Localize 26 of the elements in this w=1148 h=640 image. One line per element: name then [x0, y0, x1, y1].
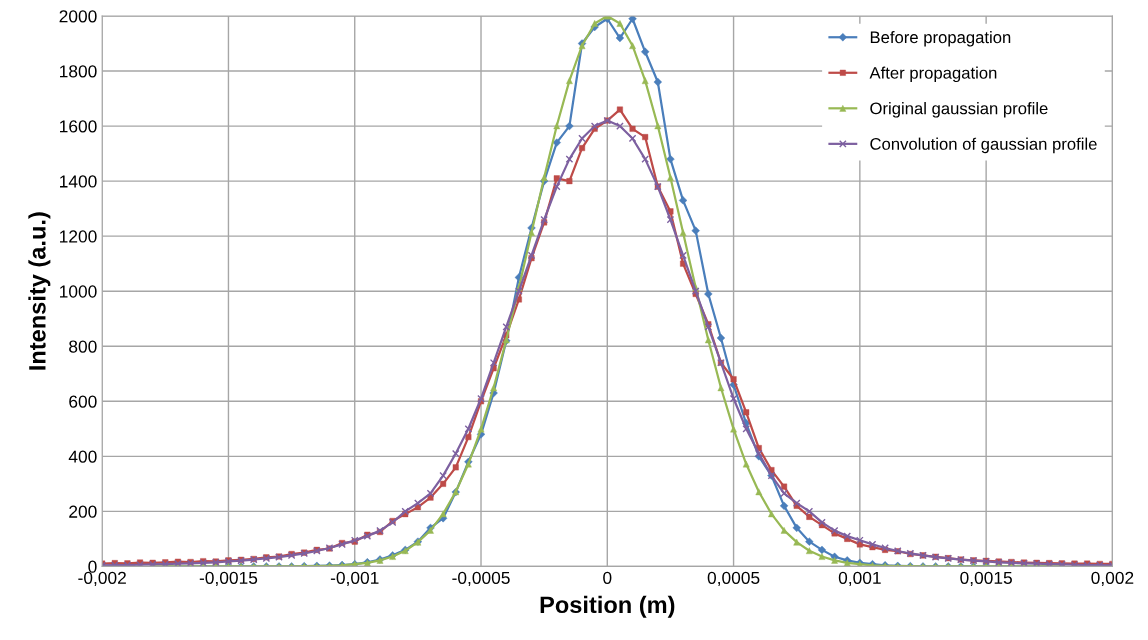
- y-tick-label: 1800: [60, 65, 97, 78]
- x-tick-label: -0,0015: [199, 571, 258, 587]
- y-tick-label: 1200: [60, 230, 97, 243]
- y-tick-label: 0: [88, 560, 97, 573]
- x-tick-label: 0,002: [1091, 571, 1134, 587]
- x-tick-label: -0,0005: [452, 571, 510, 587]
- x-tick-label: 0,0015: [960, 571, 1012, 587]
- x-tick-label: -0,001: [330, 571, 379, 587]
- legend-label: Before propagation: [870, 31, 1011, 47]
- y-tick-label: 2000: [59, 10, 97, 23]
- x-tick-label: 0: [603, 571, 612, 585]
- y-tick-label: 400: [68, 450, 97, 463]
- y-axis-title: Intensity (a.u.): [28, 212, 51, 370]
- y-tick-label: 600: [69, 395, 97, 408]
- y-tick-label: 1400: [60, 175, 97, 188]
- legend-label: Convolution of gaussian profile: [870, 137, 1097, 154]
- x-axis-title: Position (m): [540, 595, 675, 618]
- y-tick-label: 1000: [60, 285, 97, 298]
- x-tick-label: 0,0005: [707, 571, 760, 587]
- x-tick-label: -0,002: [78, 571, 126, 587]
- y-tick-label: 800: [69, 340, 97, 353]
- legend-label: Original gaussian profile: [870, 102, 1048, 118]
- legend-label: After propagation: [869, 66, 997, 83]
- y-tick-label: 200: [69, 505, 97, 518]
- x-tick-label: 0,001: [838, 571, 881, 587]
- y-tick-label: 1600: [60, 120, 97, 133]
